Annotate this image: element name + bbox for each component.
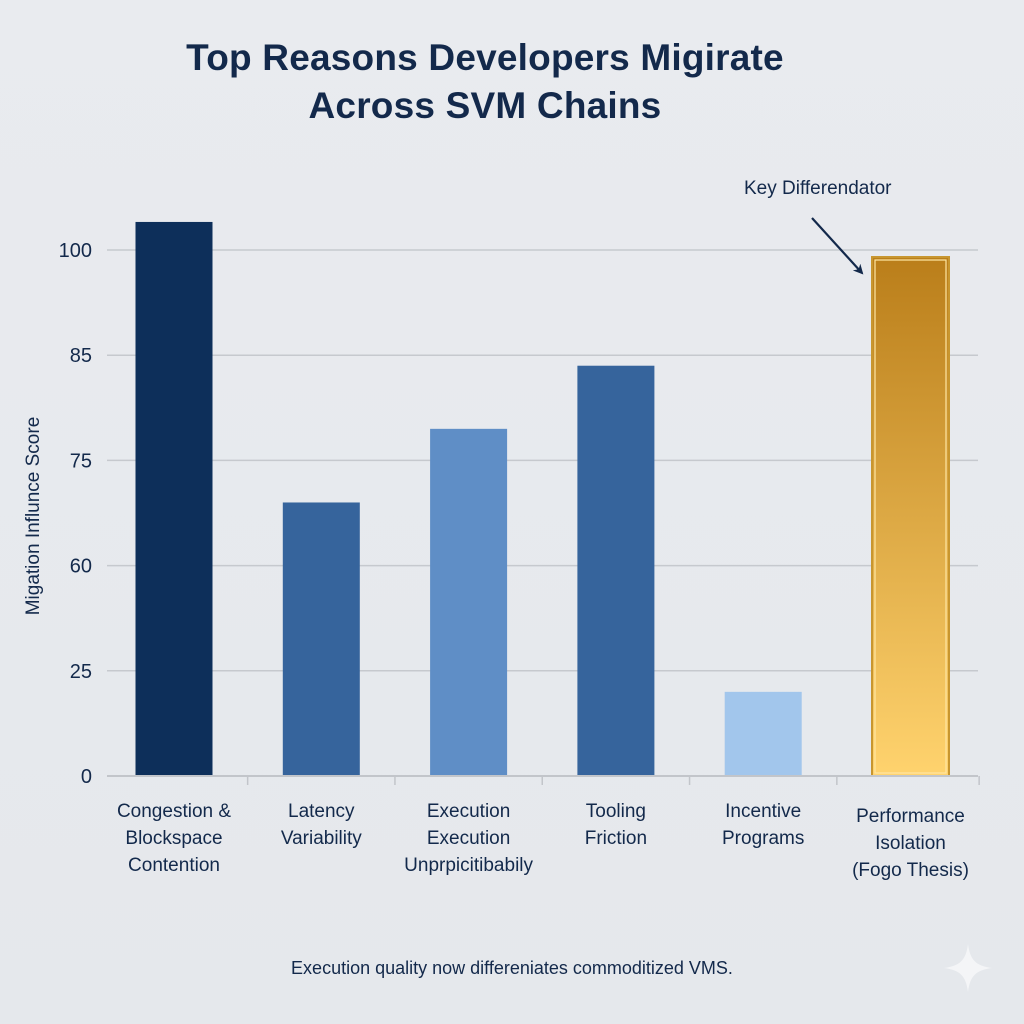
- x-category-label: Performance Isolation (Fogo Thesis): [831, 803, 991, 884]
- x-axis: [107, 775, 980, 785]
- y-tick-label: 85: [70, 345, 92, 367]
- x-category-label-line: Unprpicitibabily: [404, 855, 534, 876]
- chart-footnote: Execution quality now differeniates comm…: [291, 958, 733, 978]
- x-category-label-line: Execution: [426, 828, 511, 849]
- bar-3: [577, 365, 655, 776]
- x-category-label-line: Programs: [722, 828, 805, 849]
- annotation-arrow: [811, 217, 864, 275]
- bar-4: [724, 691, 802, 776]
- bar-performance-isolation: [871, 256, 950, 778]
- chart-title: Top Reasons Developers Migirate Across S…: [0, 34, 970, 130]
- bar-1: [282, 502, 360, 776]
- bar-0: [135, 221, 213, 777]
- sparkle-icon: [944, 944, 992, 992]
- bars: [135, 221, 950, 778]
- x-category-label-line: Friction: [584, 828, 648, 849]
- bar-2: [430, 428, 508, 776]
- x-category-label-line: Tooling: [585, 801, 646, 822]
- x-category-label-line: Blockspace: [125, 828, 223, 849]
- chart-title-line-1: Top Reasons Developers Migirate: [186, 37, 784, 78]
- x-category-label-line: Performance: [856, 806, 965, 827]
- y-tick-label: 100: [59, 240, 92, 262]
- x-category-label-line: Variability: [280, 828, 362, 849]
- y-tick-label: 60: [70, 556, 92, 578]
- x-category-label-line: Latency: [288, 801, 355, 822]
- x-category-label-line: Congestion &: [116, 801, 232, 822]
- x-category-label-line: Execution: [426, 801, 511, 822]
- x-category-label: Latency Variability: [241, 798, 401, 852]
- gridlines: [107, 249, 978, 672]
- x-category-label: Execution Execution Unprpicitibabily: [389, 798, 549, 879]
- x-category-label-line: Incentive: [725, 801, 802, 822]
- annotation-key-differentiator: Key Differendator: [744, 178, 892, 199]
- y-tick-label: 25: [70, 661, 92, 683]
- y-tick-label: 75: [70, 450, 92, 472]
- x-category-label-line: Isolation: [875, 833, 946, 854]
- y-axis-ticks: 0 25 60 75 85 100: [59, 240, 92, 788]
- x-category-label: Tooling Friction: [536, 798, 696, 852]
- y-tick-label: 0: [81, 766, 92, 788]
- x-category-label: Incentive Programs: [683, 798, 843, 852]
- chart-title-line-2: Across SVM Chains: [308, 85, 662, 126]
- x-category-label-line: Contention: [128, 855, 220, 876]
- x-category-label-line: (Fogo Thesis): [852, 860, 969, 881]
- x-category-label: Congestion & Blockspace Contention: [94, 798, 254, 879]
- bar-highlight-inner-border: [874, 259, 947, 774]
